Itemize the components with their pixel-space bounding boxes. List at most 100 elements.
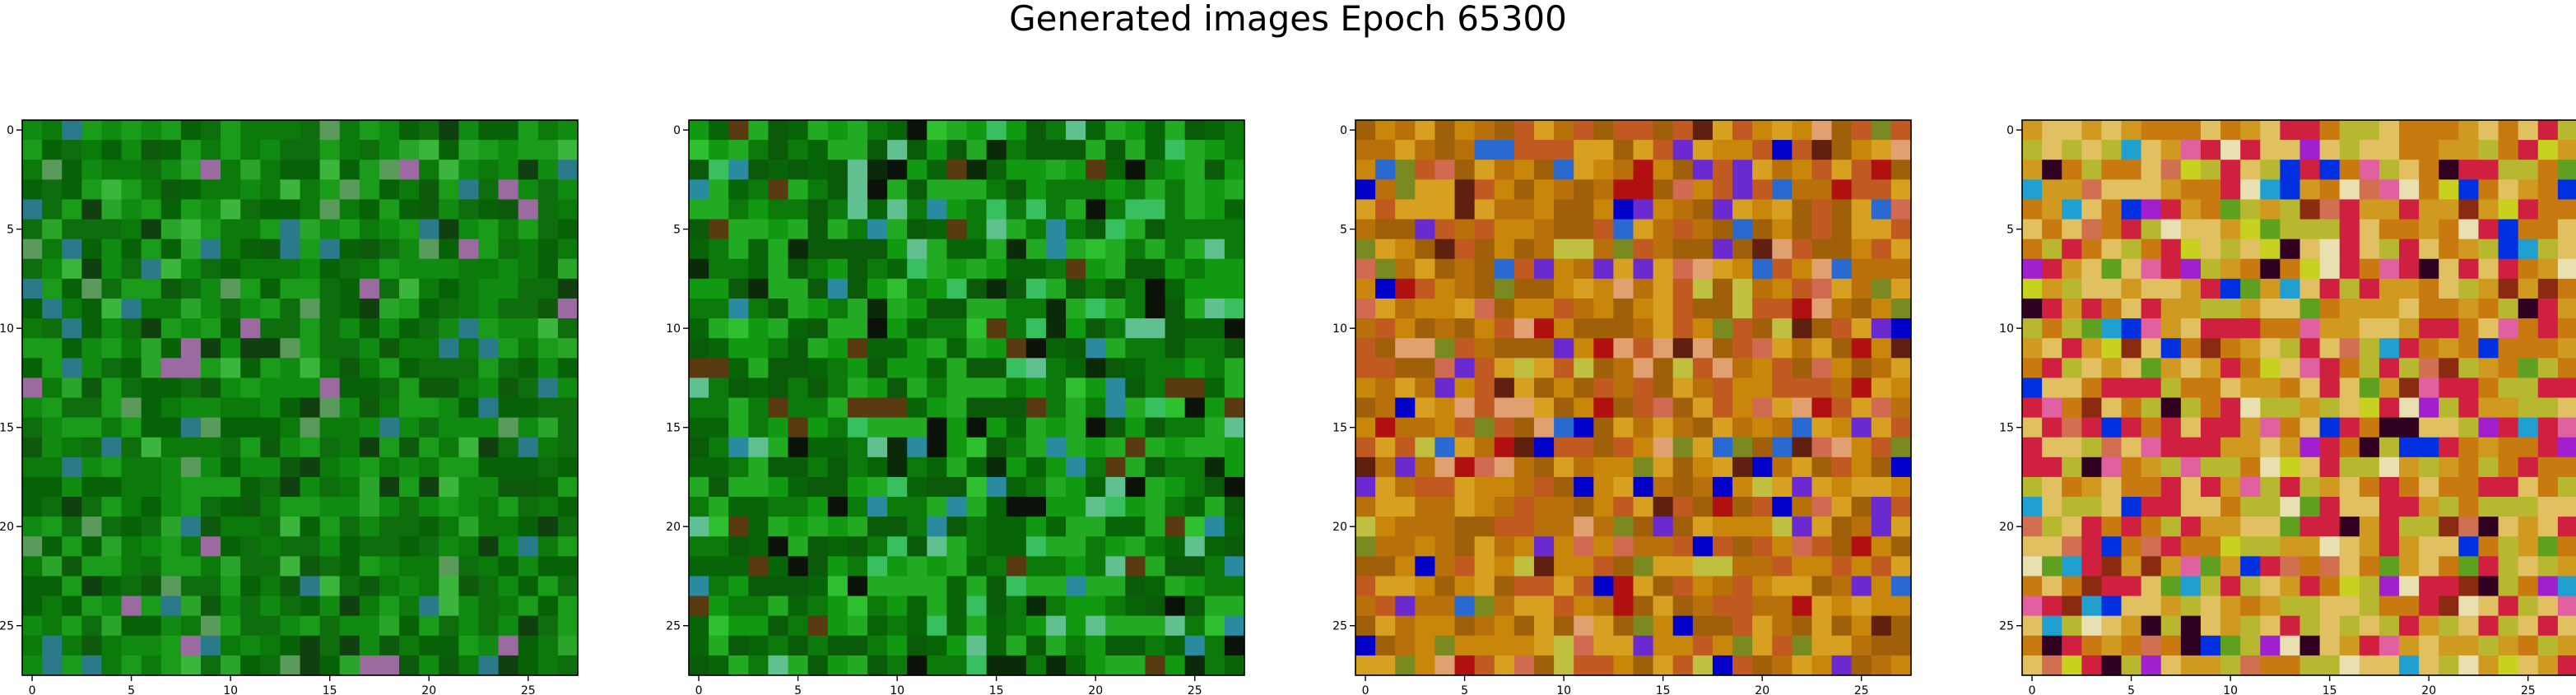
pixel-cell bbox=[2180, 378, 2202, 399]
pixel-cell bbox=[439, 576, 459, 597]
pixel-cell bbox=[200, 536, 221, 557]
pixel-cell bbox=[121, 556, 142, 577]
pixel-cell bbox=[1811, 278, 1833, 299]
pixel-cell bbox=[379, 358, 400, 378]
pixel-cell bbox=[1125, 437, 1146, 458]
pixel-cell bbox=[2280, 655, 2301, 676]
pixel-cell bbox=[1533, 358, 1555, 378]
pixel-cell bbox=[2160, 219, 2182, 240]
pixel-cell bbox=[260, 298, 281, 319]
pixel-cell bbox=[1554, 595, 1574, 617]
pixel-cell bbox=[1633, 140, 1654, 160]
pixel-cell bbox=[1375, 595, 1396, 617]
pixel-cell bbox=[1395, 239, 1416, 260]
pixel-cell bbox=[1633, 199, 1654, 220]
pixel-cell bbox=[1732, 179, 1753, 201]
pixel-cell bbox=[1831, 179, 1853, 201]
pixel-cell bbox=[1375, 318, 1396, 339]
pixel-cell bbox=[966, 278, 988, 299]
pixel-cell bbox=[1474, 318, 1495, 339]
pixel-cell bbox=[1045, 476, 1067, 498]
pixel-cell bbox=[458, 258, 480, 280]
pixel-cell bbox=[1633, 397, 1654, 419]
pixel-cell bbox=[2299, 556, 2321, 577]
pixel-cell bbox=[2081, 476, 2103, 498]
pixel-cell bbox=[2359, 517, 2380, 537]
pixel-cell bbox=[439, 556, 459, 577]
pixel-cell bbox=[2160, 239, 2182, 260]
pixel-cell bbox=[419, 258, 439, 280]
pixel-cell bbox=[1224, 140, 1245, 160]
pixel-cell bbox=[1752, 318, 1773, 339]
pixel-cell bbox=[1184, 199, 1206, 220]
pixel-cell bbox=[1086, 239, 1106, 260]
pixel-cell bbox=[1066, 378, 1086, 399]
pixel-cell bbox=[946, 595, 968, 617]
pixel-cell bbox=[827, 417, 849, 438]
pixel-cell bbox=[1593, 199, 1614, 220]
pixel-cell bbox=[887, 179, 908, 201]
pixel-cell bbox=[121, 576, 142, 597]
pixel-cell bbox=[1045, 655, 1067, 676]
pixel-cell bbox=[1105, 576, 1126, 597]
pixel-cell bbox=[359, 476, 380, 498]
pixel-cell bbox=[22, 615, 43, 637]
pixel-cell bbox=[22, 556, 43, 577]
pixel-cell bbox=[518, 378, 539, 399]
pixel-cell bbox=[1355, 298, 1376, 319]
pixel-cell bbox=[300, 576, 321, 597]
pixel-cell bbox=[1105, 239, 1126, 260]
pixel-cell bbox=[2378, 595, 2400, 617]
pixel-cell bbox=[1454, 298, 1476, 319]
pixel-cell bbox=[1633, 536, 1654, 557]
pixel-cell bbox=[2260, 576, 2281, 597]
pixel-cell bbox=[141, 239, 162, 260]
pixel-cell bbox=[748, 278, 770, 299]
pixel-cell bbox=[62, 358, 82, 378]
pixel-cell bbox=[1593, 635, 1614, 656]
pixel-cell bbox=[2220, 635, 2241, 656]
pixel-cell bbox=[1732, 437, 1753, 458]
pixel-cell bbox=[927, 635, 947, 656]
pixel-cell bbox=[847, 120, 868, 141]
pixel-cell bbox=[141, 278, 162, 299]
pixel-cell bbox=[458, 378, 480, 399]
pixel-cell bbox=[2081, 378, 2103, 399]
pixel-cell bbox=[260, 517, 281, 537]
pixel-cell bbox=[1792, 595, 1813, 617]
pixel-cell bbox=[1533, 338, 1555, 359]
pixel-cell bbox=[2101, 278, 2123, 299]
pixel-cell bbox=[1851, 437, 1872, 458]
pixel-cell bbox=[2101, 576, 2123, 597]
pixel-cell bbox=[1204, 239, 1225, 260]
pixel-cell bbox=[2339, 219, 2360, 240]
pixel-cell bbox=[2458, 258, 2480, 280]
pixel-cell bbox=[339, 437, 360, 458]
pixel-cell bbox=[1732, 417, 1753, 438]
pixel-cell bbox=[1454, 497, 1476, 517]
pixel-cell bbox=[1554, 635, 1574, 656]
pixel-cell bbox=[141, 160, 162, 180]
pixel-cell bbox=[22, 278, 43, 299]
pixel-cell bbox=[280, 437, 301, 458]
pixel-cell bbox=[768, 239, 789, 260]
pixel-cell bbox=[2081, 517, 2103, 537]
pixel-cell bbox=[1045, 179, 1067, 201]
pixel-cell bbox=[1204, 417, 1225, 438]
pixel-cell bbox=[2101, 358, 2123, 378]
pixel-cell bbox=[2081, 615, 2103, 637]
pixel-cell bbox=[946, 278, 968, 299]
pixel-cell bbox=[2378, 437, 2400, 458]
pixel-cell bbox=[1851, 278, 1872, 299]
pixel-cell bbox=[1086, 140, 1106, 160]
pixel-cell bbox=[2042, 120, 2062, 141]
y-tick-label: 25 bbox=[1999, 620, 2014, 633]
pixel-cell bbox=[2478, 556, 2499, 577]
pixel-cell bbox=[2062, 179, 2082, 201]
pixel-cell bbox=[419, 179, 439, 201]
pixel-cell bbox=[1633, 476, 1654, 498]
pixel-cell bbox=[1712, 595, 1733, 617]
pixel-cell bbox=[1474, 476, 1495, 498]
pixel-cell bbox=[2399, 140, 2420, 160]
pixel-cell bbox=[260, 378, 281, 399]
